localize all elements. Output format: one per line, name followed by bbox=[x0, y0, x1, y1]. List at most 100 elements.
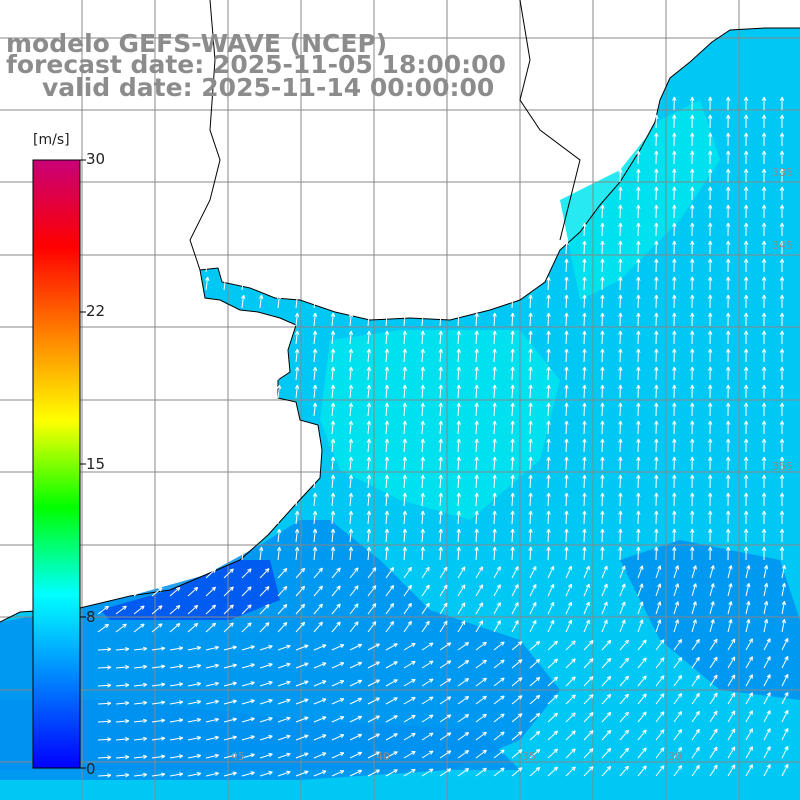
wind-arrow bbox=[707, 168, 713, 183]
wind-arrow bbox=[654, 186, 659, 201]
wind-arrow bbox=[474, 510, 479, 525]
wind-arrow bbox=[707, 330, 713, 345]
wind-arrow bbox=[600, 438, 605, 453]
wind-arrow bbox=[763, 638, 771, 651]
wind-arrow bbox=[169, 605, 181, 615]
wind-arrow bbox=[529, 640, 541, 651]
wind-arrow bbox=[402, 474, 408, 489]
wind-arrow bbox=[690, 312, 695, 327]
wind-arrow bbox=[707, 384, 713, 399]
wind-arrow bbox=[510, 312, 515, 327]
wind-arrow bbox=[492, 438, 497, 453]
wind-arrow bbox=[169, 700, 184, 705]
wind-arrow bbox=[582, 510, 587, 525]
wind-arrow bbox=[312, 528, 318, 543]
wind-arrow bbox=[474, 312, 479, 327]
wind-arrow bbox=[709, 728, 718, 741]
wind-arrow bbox=[474, 402, 479, 417]
wind-arrow bbox=[546, 528, 551, 543]
wind-arrow bbox=[402, 402, 408, 417]
wind-arrow bbox=[367, 585, 377, 597]
wind-arrow bbox=[457, 714, 470, 723]
wind-arrow bbox=[151, 772, 166, 777]
wind-arrow bbox=[654, 510, 659, 525]
wind-arrow bbox=[295, 644, 309, 651]
wind-arrow bbox=[474, 474, 479, 489]
wind-arrow bbox=[745, 565, 751, 579]
wind-arrow bbox=[582, 258, 587, 273]
coastline bbox=[0, 27, 800, 623]
wind-arrow bbox=[781, 709, 789, 723]
wind-arrow bbox=[654, 114, 659, 129]
wind-arrow bbox=[475, 713, 487, 723]
wind-arrow bbox=[331, 621, 341, 633]
wind-arrow bbox=[169, 682, 184, 687]
wind-arrow bbox=[743, 258, 749, 273]
wind-arrow bbox=[439, 714, 452, 723]
wind-arrow bbox=[690, 258, 695, 273]
wind-arrow bbox=[457, 584, 466, 597]
wind-arrow bbox=[654, 546, 659, 561]
wind-arrow bbox=[654, 150, 659, 165]
wind-arrow bbox=[511, 584, 519, 597]
wind-arrow bbox=[493, 641, 505, 651]
wind-arrow bbox=[529, 712, 541, 723]
wind-arrow bbox=[743, 546, 749, 561]
wind-arrow bbox=[564, 312, 569, 327]
wind-arrow bbox=[402, 492, 408, 507]
wind-arrow bbox=[403, 620, 412, 633]
wind-arrow bbox=[403, 714, 416, 723]
wind-arrow bbox=[420, 366, 425, 381]
wind-arrow bbox=[655, 657, 665, 669]
wind-arrow bbox=[366, 312, 372, 327]
wind-arrow bbox=[276, 384, 282, 399]
wind-arrow bbox=[546, 420, 551, 435]
wind-arrow bbox=[349, 733, 363, 741]
wind-arrow bbox=[546, 312, 551, 327]
wind-arrow bbox=[313, 734, 327, 741]
wind-arrow bbox=[457, 642, 470, 651]
wind-arrow bbox=[312, 384, 318, 399]
wind-arrow bbox=[619, 747, 629, 759]
wind-arrow bbox=[241, 568, 252, 579]
wind-arrow bbox=[456, 402, 461, 417]
wind-arrow bbox=[187, 699, 202, 705]
wind-arrow bbox=[655, 565, 662, 579]
wind-arrow bbox=[475, 602, 484, 615]
wind-arrow bbox=[295, 752, 309, 759]
wind-arrow bbox=[457, 732, 470, 741]
wind-arrow bbox=[439, 620, 448, 633]
wind-arrow bbox=[564, 546, 569, 561]
wind-arrow bbox=[348, 384, 354, 399]
wind-arrow bbox=[474, 366, 479, 381]
wind-arrow bbox=[600, 348, 605, 363]
wind-arrow bbox=[348, 312, 354, 327]
wind-arrow bbox=[403, 602, 412, 615]
wind-arrow bbox=[223, 753, 237, 759]
wind-arrow bbox=[761, 96, 767, 111]
wind-arrow bbox=[636, 474, 641, 489]
wind-arrow bbox=[97, 647, 112, 652]
wind-arrow bbox=[384, 474, 390, 489]
wind-arrow bbox=[707, 510, 713, 525]
wind-arrow bbox=[745, 601, 751, 615]
wind-arrow bbox=[241, 622, 252, 633]
wind-arrow bbox=[582, 330, 587, 345]
wind-arrow bbox=[725, 366, 731, 381]
wind-arrow bbox=[403, 696, 416, 705]
wind-arrow bbox=[312, 474, 318, 489]
wind-arrow bbox=[725, 276, 731, 291]
wind-arrow bbox=[420, 312, 425, 327]
wind-arrow bbox=[691, 638, 700, 651]
wind-arrow bbox=[564, 402, 569, 417]
wind-arrow bbox=[223, 276, 228, 291]
wind-arrow bbox=[690, 114, 695, 129]
wind-arrow bbox=[420, 402, 425, 417]
wind-arrow bbox=[529, 766, 541, 777]
wind-arrow bbox=[761, 258, 767, 273]
wind-arrow bbox=[654, 492, 659, 507]
wind-arrow bbox=[187, 771, 202, 777]
wind-arrow bbox=[528, 528, 533, 543]
wind-arrow bbox=[654, 240, 659, 255]
wind-arrow bbox=[420, 456, 425, 471]
